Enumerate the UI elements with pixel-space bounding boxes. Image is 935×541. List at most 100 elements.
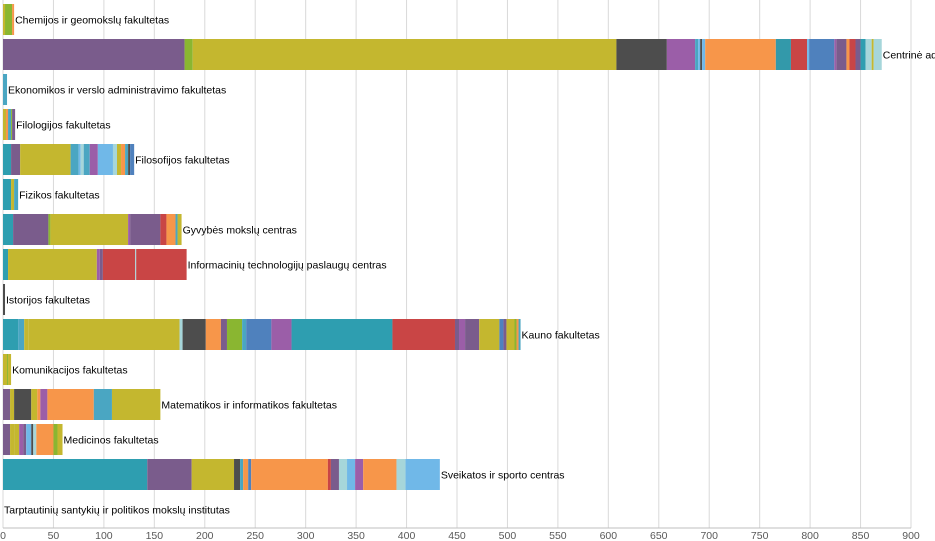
bar-segment xyxy=(93,389,112,420)
bar-segment xyxy=(177,214,182,245)
bar-segment xyxy=(7,354,9,385)
bar-segment xyxy=(11,109,13,140)
category-label: Chemijos ir geomokslų fakultetas xyxy=(15,15,169,27)
bar-segment xyxy=(11,144,21,175)
bar-segment xyxy=(20,144,71,175)
bar-segment xyxy=(112,144,118,175)
category-label: Matematikos ir informatikos fakultetas xyxy=(161,400,337,412)
bar-segment xyxy=(5,4,13,35)
bar-segment xyxy=(24,319,29,350)
category-label: Informacinių technologijų paslaugų centr… xyxy=(188,260,387,272)
bar-segment xyxy=(695,39,699,70)
bar-segment xyxy=(3,424,11,455)
bar-segment xyxy=(3,389,11,420)
x-tick-label: 350 xyxy=(347,530,365,541)
bar-segment xyxy=(873,39,882,70)
x-tick-label: 500 xyxy=(499,530,517,541)
x-tick-label: 50 xyxy=(48,530,60,541)
category-label: Komunikacijos fakultetas xyxy=(12,365,128,377)
bar-segment xyxy=(11,179,15,210)
bar-segment xyxy=(465,319,480,350)
bar-segment xyxy=(175,214,178,245)
category-label: Medicinos fakultetas xyxy=(64,435,159,447)
bar-segment xyxy=(10,424,15,455)
bar-segment xyxy=(516,319,519,350)
bar-segment xyxy=(3,74,8,105)
bar-segment xyxy=(37,389,41,420)
bar-segment xyxy=(226,319,243,350)
bar-segment xyxy=(14,424,20,455)
x-tick-label: 100 xyxy=(95,530,113,541)
bar-segment xyxy=(83,144,90,175)
bar-segment xyxy=(790,39,808,70)
bar-segment xyxy=(31,389,38,420)
bar-segment xyxy=(514,319,517,350)
bar-segment xyxy=(807,39,810,70)
bar-segment xyxy=(3,144,12,175)
bar-segment xyxy=(355,459,364,490)
bar-segment xyxy=(57,424,63,455)
bar-segment xyxy=(871,39,874,70)
x-tick-label: 850 xyxy=(852,530,870,541)
x-tick-label: 0 xyxy=(0,530,6,541)
bar-segment xyxy=(31,424,34,455)
bar-segment xyxy=(28,319,180,350)
bar-segment xyxy=(479,319,500,350)
bar-segment xyxy=(10,389,15,420)
bar-segment xyxy=(135,249,137,280)
bar-segment xyxy=(251,459,328,490)
category-label: Ekonomikos ir verslo administravimo faku… xyxy=(8,85,226,97)
bar-segment xyxy=(8,109,12,140)
bar-segment xyxy=(248,459,252,490)
bar-segment xyxy=(454,319,460,350)
bar-segment xyxy=(40,389,48,420)
bar-segment xyxy=(130,144,135,175)
x-tick-label: 200 xyxy=(196,530,214,541)
bar-segment xyxy=(3,179,12,210)
category-label: Fizikos fakultetas xyxy=(19,190,100,202)
x-tick-label: 300 xyxy=(297,530,315,541)
bar-segment xyxy=(459,319,466,350)
bar-segment xyxy=(855,39,861,70)
x-tick-label: 400 xyxy=(398,530,416,541)
bar-segment xyxy=(8,354,12,385)
x-tick-label: 450 xyxy=(448,530,466,541)
bar-segment xyxy=(616,39,667,70)
x-tick-label: 900 xyxy=(902,530,920,541)
bar-segment xyxy=(396,459,406,490)
bar-segment xyxy=(220,319,227,350)
bar-segment xyxy=(160,214,167,245)
bar-segment xyxy=(89,144,98,175)
x-tick-label: 800 xyxy=(801,530,819,541)
bar-segment xyxy=(47,389,94,420)
bar-segment xyxy=(705,39,776,70)
bar-segment xyxy=(111,389,161,420)
bar-segment xyxy=(36,424,54,455)
bar-segment xyxy=(700,39,703,70)
x-axis-tick-labels: 0 50 100 150 200 250 300 350 400 450 500 550 600 650 7… xyxy=(0,530,920,541)
x-tick-label: 700 xyxy=(700,530,718,541)
bar-segment xyxy=(860,39,866,70)
bar-segment xyxy=(3,354,8,385)
x-tick-label: 750 xyxy=(751,530,769,541)
x-tick-label: 150 xyxy=(146,530,164,541)
bar-segment xyxy=(3,214,14,245)
category-label: Kauno fakultetas xyxy=(522,330,600,342)
bar-segment xyxy=(836,39,847,70)
x-tick-label: 650 xyxy=(650,530,668,541)
bar-segment xyxy=(78,144,81,175)
bar-segment xyxy=(3,284,6,315)
bar-segment xyxy=(3,459,148,490)
bar-segment xyxy=(846,39,850,70)
bar-segment xyxy=(121,144,126,175)
bar-segment xyxy=(192,39,617,70)
bar-segment xyxy=(503,319,507,350)
bar-segment xyxy=(8,249,97,280)
bar-segment xyxy=(13,214,49,245)
bar-segment xyxy=(18,319,25,350)
category-label: Istorijos fakultetas xyxy=(6,295,90,307)
bar-segment xyxy=(128,214,131,245)
bar-segment xyxy=(50,214,129,245)
x-tick-label: 600 xyxy=(600,530,618,541)
bar-segment xyxy=(702,39,706,70)
